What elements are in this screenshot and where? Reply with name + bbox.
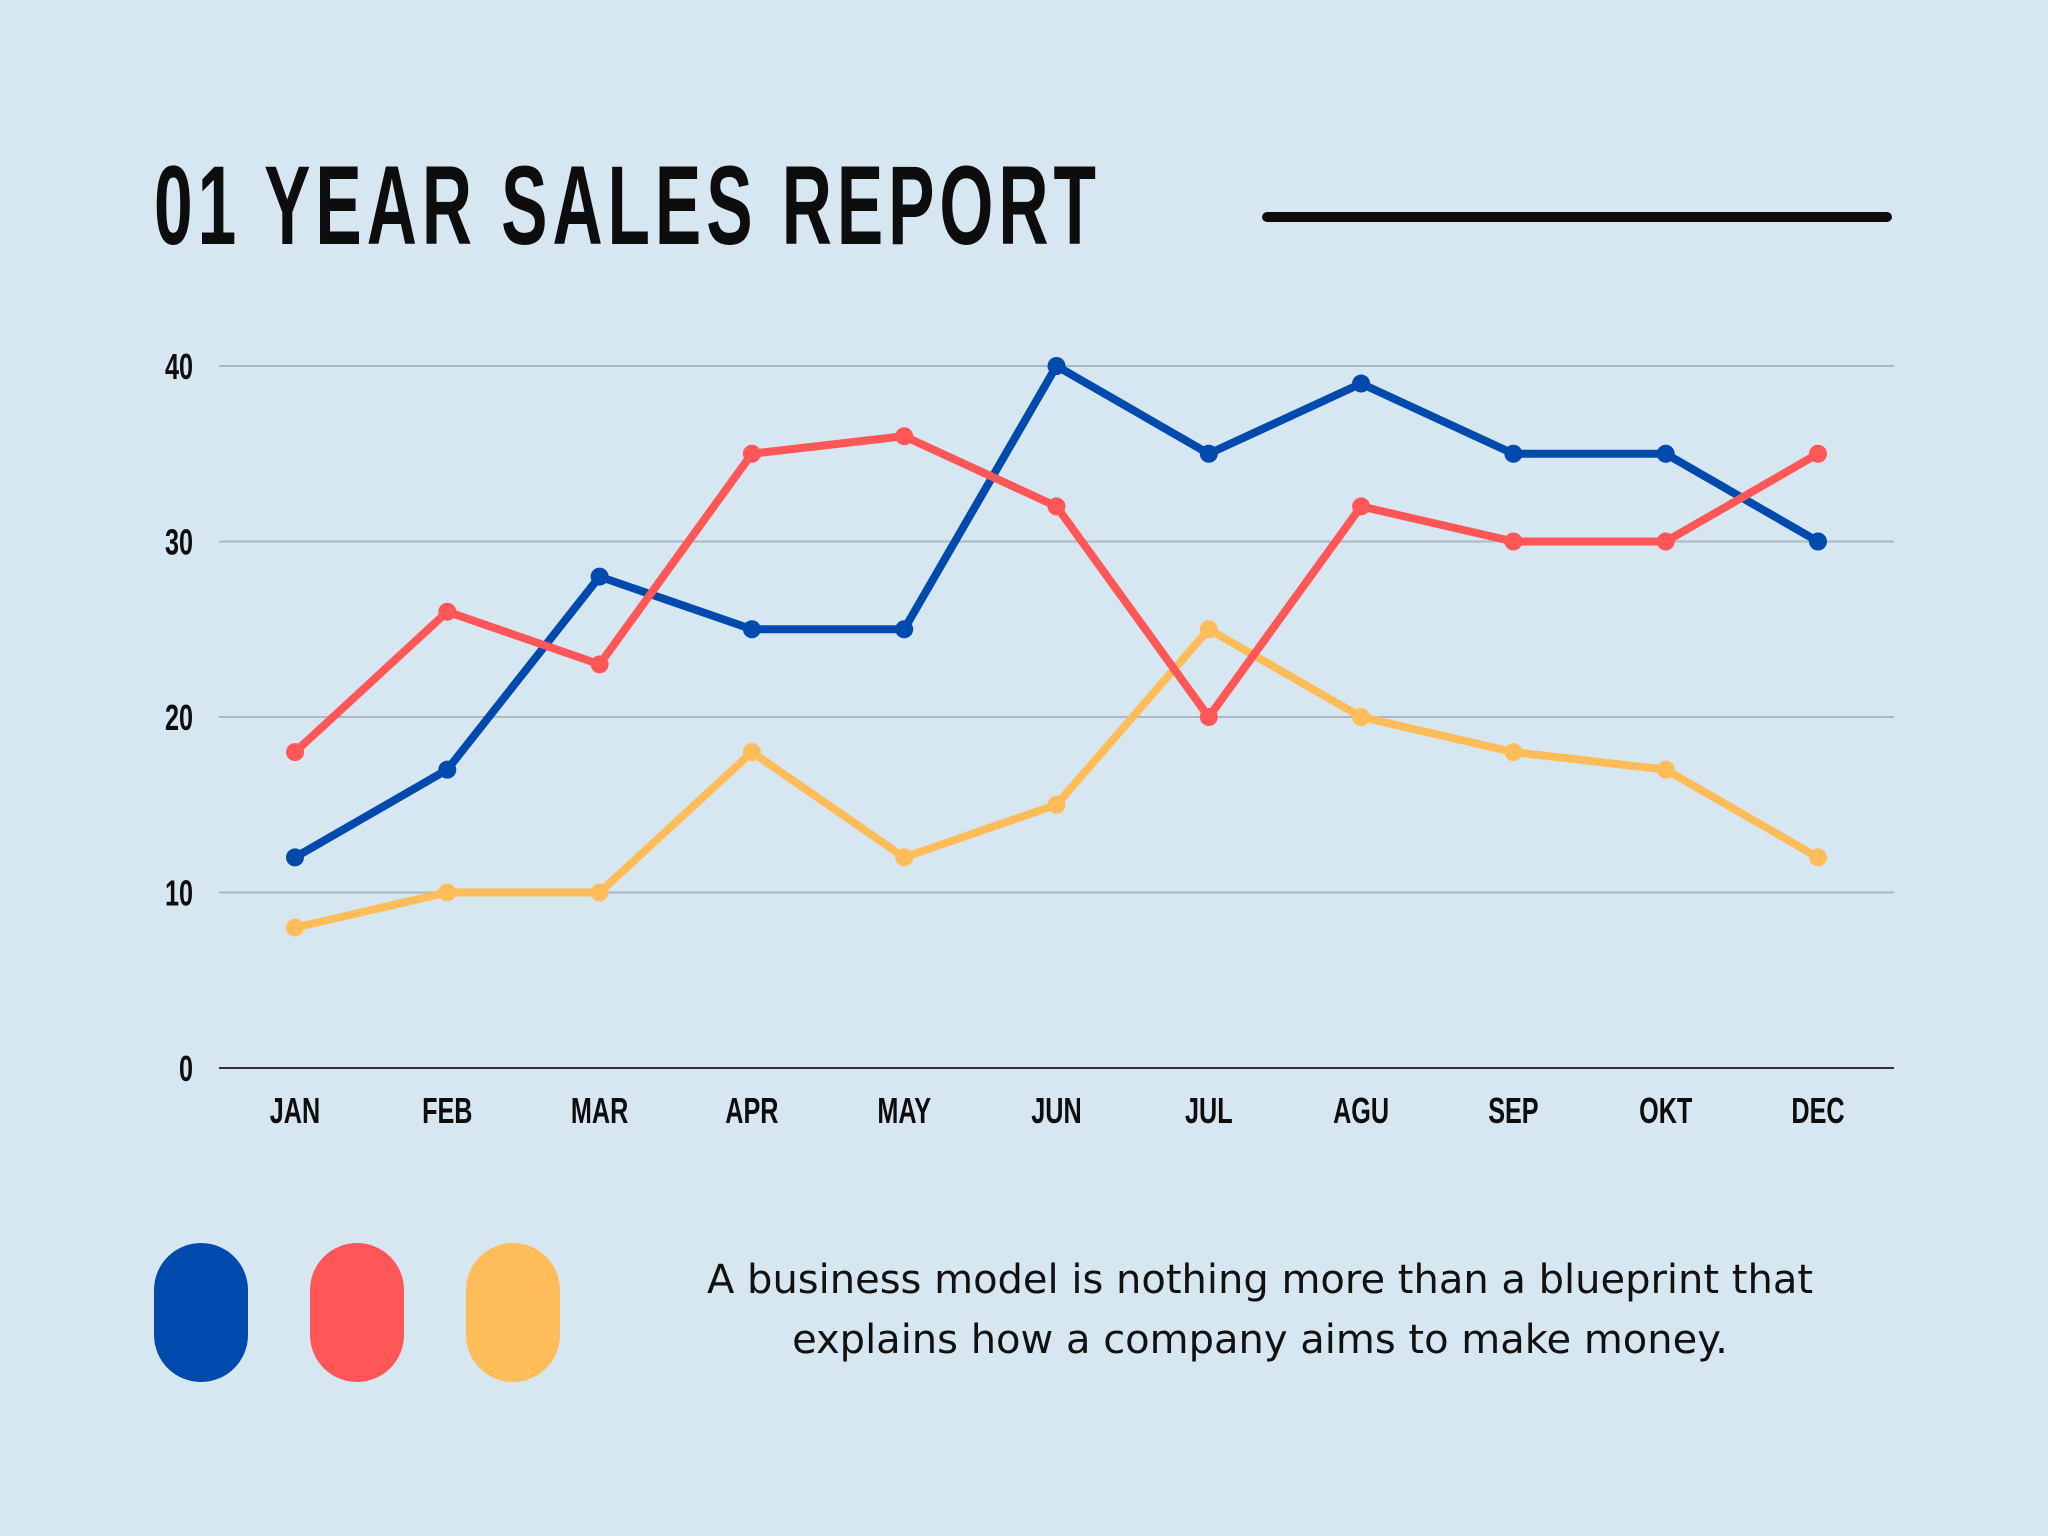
y-tick-label: 40 xyxy=(165,347,193,388)
data-point xyxy=(1047,497,1066,516)
data-point xyxy=(895,620,914,639)
data-point xyxy=(286,743,304,762)
data-point xyxy=(1047,357,1066,375)
series-line-0 xyxy=(291,362,1822,862)
x-tick-label: AGU xyxy=(1333,1091,1389,1132)
data-point xyxy=(1199,620,1218,639)
data-point xyxy=(1199,708,1218,726)
data-point xyxy=(286,848,304,867)
data-point xyxy=(590,567,609,586)
x-tick-label: JUN xyxy=(1031,1091,1081,1132)
caption-text: A business model is nothing more than a … xyxy=(706,1257,1814,1363)
data-point xyxy=(1656,760,1675,779)
data-point xyxy=(1809,532,1827,551)
legend-swatch-blue xyxy=(154,1243,248,1382)
data-point xyxy=(895,848,914,867)
x-tick-label: DEC xyxy=(1791,1091,1844,1132)
x-tick-label: MAY xyxy=(877,1091,931,1132)
page-title: 01 YEAR SALES REPORT xyxy=(154,143,1101,268)
data-point xyxy=(1809,444,1827,463)
data-point xyxy=(590,883,609,902)
data-point xyxy=(1504,532,1523,551)
data-point xyxy=(1352,708,1371,726)
y-tick-label: 30 xyxy=(165,522,193,563)
x-tick-label: JAN xyxy=(270,1091,320,1132)
data-point xyxy=(438,602,457,621)
y-tick-label: 10 xyxy=(165,873,193,914)
x-tick-label: MAR xyxy=(571,1091,628,1132)
data-point xyxy=(1504,743,1523,762)
legend-swatch-red xyxy=(310,1243,404,1382)
data-point xyxy=(286,918,304,937)
series-line-1 xyxy=(291,432,1822,757)
data-point xyxy=(895,427,914,446)
data-point xyxy=(742,444,761,463)
x-tick-label: OKT xyxy=(1639,1091,1692,1132)
x-tick-label: APR xyxy=(725,1091,778,1132)
data-point xyxy=(1809,848,1827,867)
data-point xyxy=(1656,532,1675,551)
title-divider xyxy=(1262,212,1892,222)
data-point xyxy=(438,760,457,779)
x-tick-label: JUL xyxy=(1185,1091,1233,1132)
x-tick-label: SEP xyxy=(1488,1091,1538,1132)
data-point xyxy=(1047,795,1066,814)
data-point xyxy=(1352,497,1371,516)
data-point xyxy=(590,655,609,674)
y-tick-label: 20 xyxy=(165,698,193,739)
y-tick-label: 0 xyxy=(179,1049,193,1090)
data-point xyxy=(1656,444,1675,463)
data-point xyxy=(742,743,761,762)
data-point xyxy=(438,883,457,902)
data-point xyxy=(1199,444,1218,463)
data-point xyxy=(1504,444,1523,463)
data-point xyxy=(742,620,761,639)
x-tick-label: FEB xyxy=(422,1091,472,1132)
data-point xyxy=(1352,374,1371,393)
legend-swatch-yellow xyxy=(466,1243,560,1382)
